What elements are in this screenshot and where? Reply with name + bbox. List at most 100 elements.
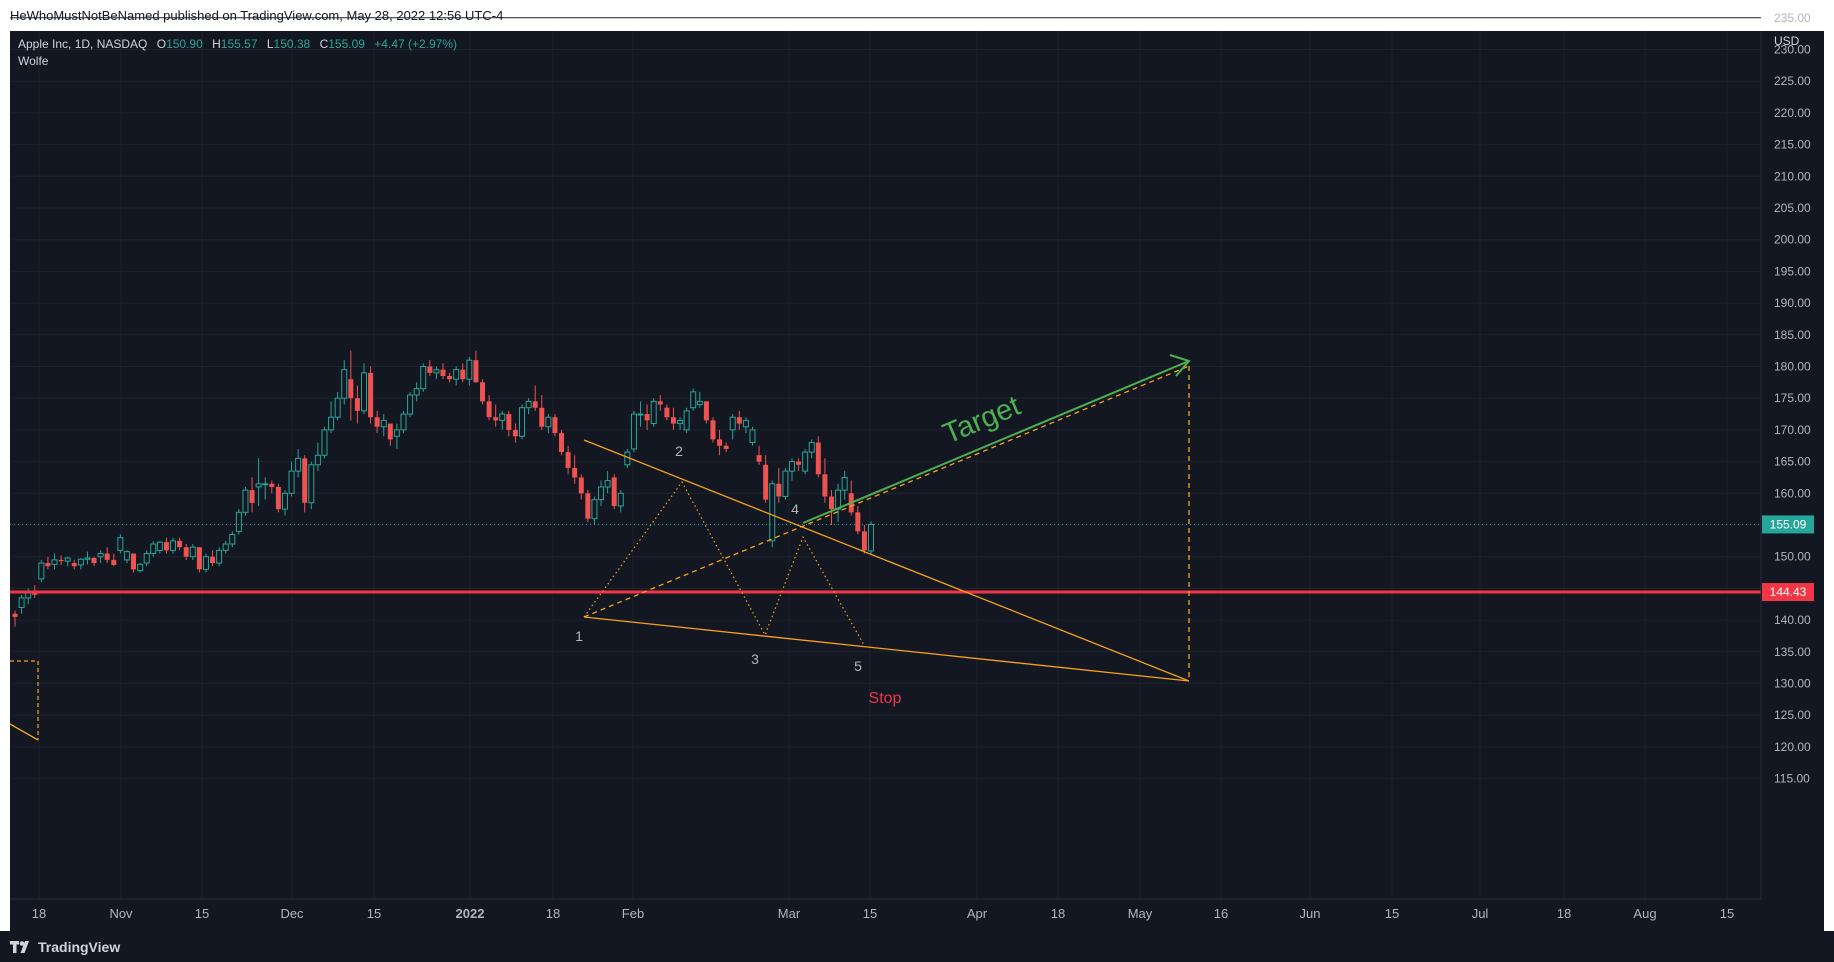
legend-close-value: 155.09 [328,37,365,51]
candle-body [591,499,598,520]
candle [763,455,769,503]
currency-label: USD [1774,34,1800,48]
target-arrow-head [1169,354,1191,377]
x-tick-label: 16 [1214,906,1228,921]
candle-body [189,546,196,558]
candle-body [532,401,538,408]
candle [776,467,782,503]
candle-body [281,492,288,510]
candle-body [802,451,809,472]
candle-body [354,398,360,411]
candle [143,550,150,567]
x-tick-label: Mar [778,906,801,921]
candle [835,483,842,522]
candle [617,490,624,513]
candle-body [407,394,414,415]
symbol-legend: Apple Inc, 1D, NASDAQ O150.90 H155.57 L1… [18,36,457,70]
wave-label: 1 [575,628,583,644]
candle-body [466,359,473,380]
candle-body [822,474,828,497]
candle-body [413,388,420,396]
candle [58,555,64,565]
chart-footer [0,931,1834,962]
y-tick-label: 140.00 [1774,613,1811,627]
candle-body [156,541,163,551]
candle [861,525,867,554]
y-tick-label: 115.00 [1774,772,1810,786]
candle-body [229,534,236,545]
candle-body [617,492,624,507]
candle-body [427,366,433,373]
chart-labels: Target Stop 1 2 3 4 5 [575,390,1025,707]
candle-body [604,480,611,488]
y-tick-label: 215.00 [1774,138,1811,152]
candle-body [545,416,552,428]
legend-high-label: H [212,37,221,51]
left-edge-line [9,723,39,741]
candle-body [736,417,742,424]
candle-body [717,439,723,446]
candle-body [670,417,676,424]
projection-line [583,365,1190,618]
wolfe-wave-drawings[interactable] [9,354,1761,741]
x-tick-label: Jul [1472,906,1489,921]
y-tick-label: 175.00 [1774,391,1811,405]
candle [334,391,341,421]
candle [242,486,249,516]
candle-body [249,490,255,503]
candle-body [776,483,782,497]
candle [440,363,446,380]
candle [150,540,157,557]
candle [262,477,269,500]
candle [828,490,834,525]
y-tick-label: 165.00 [1774,455,1811,469]
candle [64,556,71,567]
candle [808,439,815,459]
y-tick-label: 230.00 [1774,43,1811,57]
candle [637,401,644,427]
candle-body [269,483,275,487]
candle-body [64,557,71,562]
candle [565,445,571,475]
candle-body [196,547,202,570]
candle-body [808,442,815,453]
candle [413,382,420,402]
candle-body [288,470,295,494]
candle-body [835,489,842,510]
candle-body [235,511,242,532]
candle [578,474,584,500]
candle-body [433,369,440,374]
candle-body [585,493,591,519]
candle [559,429,565,456]
candle [591,496,598,525]
tradingview-logo[interactable]: TradingView [10,938,120,956]
candle [97,550,104,564]
candle [354,385,360,424]
candle-body [710,420,716,440]
candle-body [321,429,328,456]
candle [420,363,427,392]
wave-label: 4 [791,501,799,517]
candle [519,404,526,440]
candle [604,471,611,494]
candle [473,350,479,383]
y-tick-label: 200.00 [1774,233,1811,247]
candle [177,537,183,551]
candle [269,480,275,494]
candle-body [499,413,506,421]
candle [163,537,169,554]
candle [433,366,440,380]
candle [782,467,789,500]
candle [156,540,163,554]
candle [723,442,729,453]
candle [598,480,605,506]
candle [104,547,110,564]
candle-body [525,400,532,409]
candle-body [664,407,670,418]
candle [802,448,809,475]
candle [407,391,414,418]
candle [736,410,742,430]
candle [137,563,144,573]
candle [341,360,348,405]
